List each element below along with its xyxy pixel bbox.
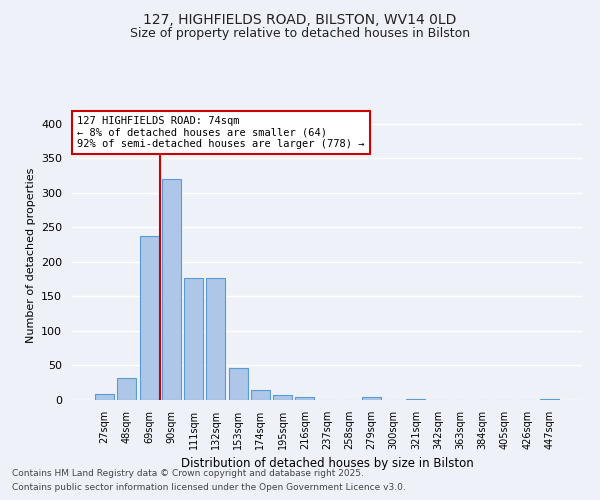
Bar (206, 278, 225, 400)
Bar (295, 397, 314, 400)
Bar (406, 398, 425, 400)
Bar (118, 378, 136, 400)
Y-axis label: Number of detached properties: Number of detached properties (26, 168, 35, 342)
Bar (184, 278, 203, 400)
Text: Contains HM Land Registry data © Crown copyright and database right 2025.: Contains HM Land Registry data © Crown c… (12, 468, 364, 477)
Bar (540, 398, 559, 400)
Bar (251, 390, 270, 400)
Text: 127 HIGHFIELDS ROAD: 74sqm
← 8% of detached houses are smaller (64)
92% of semi-: 127 HIGHFIELDS ROAD: 74sqm ← 8% of detac… (77, 116, 365, 149)
Bar (140, 236, 158, 400)
Bar (162, 179, 181, 400)
Bar (362, 396, 381, 400)
Text: Size of property relative to detached houses in Bilston: Size of property relative to detached ho… (130, 28, 470, 40)
Bar (229, 368, 248, 400)
Bar (273, 395, 292, 400)
X-axis label: Distribution of detached houses by size in Bilston: Distribution of detached houses by size … (181, 458, 473, 470)
Text: Contains public sector information licensed under the Open Government Licence v3: Contains public sector information licen… (12, 484, 406, 492)
Text: 127, HIGHFIELDS ROAD, BILSTON, WV14 0LD: 127, HIGHFIELDS ROAD, BILSTON, WV14 0LD (143, 12, 457, 26)
Bar (95, 394, 114, 400)
